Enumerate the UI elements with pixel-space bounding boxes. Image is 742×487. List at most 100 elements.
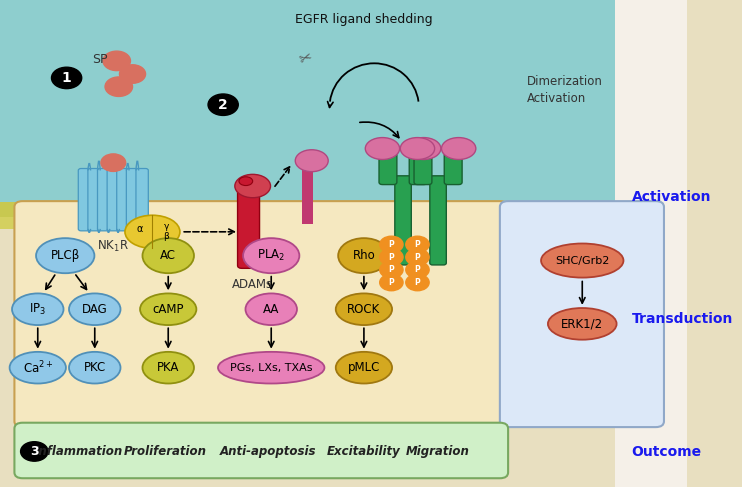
Text: Inflammation: Inflammation: [35, 445, 123, 458]
FancyBboxPatch shape: [395, 176, 411, 265]
Circle shape: [380, 249, 403, 265]
Text: NK$_1$R: NK$_1$R: [97, 239, 129, 254]
Text: IP$_3$: IP$_3$: [29, 301, 46, 317]
Text: PLA$_2$: PLA$_2$: [257, 248, 286, 263]
Text: EGFR ligand shedding: EGFR ligand shedding: [295, 13, 433, 26]
FancyBboxPatch shape: [14, 201, 508, 427]
FancyBboxPatch shape: [379, 153, 397, 185]
FancyBboxPatch shape: [88, 169, 100, 231]
Text: cAMP: cAMP: [152, 303, 184, 316]
Ellipse shape: [365, 138, 400, 160]
Text: AA: AA: [263, 303, 280, 316]
FancyBboxPatch shape: [614, 0, 686, 487]
Circle shape: [51, 67, 82, 89]
Text: 1: 1: [62, 71, 71, 85]
Circle shape: [21, 442, 48, 461]
Ellipse shape: [338, 238, 390, 273]
Circle shape: [119, 65, 145, 83]
FancyBboxPatch shape: [430, 176, 446, 265]
Text: P: P: [389, 278, 394, 287]
Text: P: P: [389, 253, 394, 262]
Circle shape: [380, 274, 403, 291]
Ellipse shape: [400, 138, 435, 160]
FancyBboxPatch shape: [0, 202, 614, 217]
Text: Outcome: Outcome: [631, 445, 702, 459]
Text: P: P: [415, 253, 421, 262]
FancyBboxPatch shape: [126, 169, 139, 231]
Ellipse shape: [441, 138, 476, 160]
Text: Migration: Migration: [406, 445, 470, 458]
Text: ADAMs: ADAMs: [232, 278, 273, 291]
Text: Excitability: Excitability: [327, 445, 401, 458]
FancyBboxPatch shape: [410, 153, 427, 185]
Ellipse shape: [336, 293, 392, 325]
Circle shape: [406, 274, 429, 291]
FancyBboxPatch shape: [237, 182, 260, 268]
Ellipse shape: [295, 150, 328, 171]
Ellipse shape: [246, 293, 297, 325]
FancyBboxPatch shape: [97, 169, 110, 231]
FancyBboxPatch shape: [14, 423, 508, 478]
Text: Ca$^{2+}$: Ca$^{2+}$: [22, 359, 53, 376]
Text: γ: γ: [163, 223, 169, 231]
FancyBboxPatch shape: [302, 151, 313, 224]
Ellipse shape: [239, 177, 253, 186]
Text: pMLC: pMLC: [348, 361, 380, 374]
Ellipse shape: [69, 352, 120, 384]
FancyBboxPatch shape: [136, 169, 148, 231]
FancyBboxPatch shape: [414, 153, 432, 185]
Ellipse shape: [125, 215, 180, 248]
Text: PLCβ: PLCβ: [50, 249, 80, 262]
Ellipse shape: [142, 238, 194, 273]
Text: PKC: PKC: [84, 361, 106, 374]
Text: ✂: ✂: [297, 49, 314, 68]
Text: P: P: [389, 265, 394, 274]
Ellipse shape: [407, 138, 441, 160]
Text: α: α: [137, 225, 143, 234]
FancyBboxPatch shape: [78, 169, 91, 231]
Ellipse shape: [36, 238, 94, 273]
Text: Activation: Activation: [631, 190, 711, 204]
Text: PKA: PKA: [157, 361, 180, 374]
Circle shape: [406, 236, 429, 253]
Circle shape: [103, 51, 131, 71]
Text: DAG: DAG: [82, 303, 108, 316]
Ellipse shape: [12, 293, 64, 325]
Text: Anti-apoptosis: Anti-apoptosis: [220, 445, 316, 458]
Ellipse shape: [142, 352, 194, 384]
Text: Transduction: Transduction: [631, 312, 733, 326]
Text: AC: AC: [160, 249, 176, 262]
Text: ROCK: ROCK: [347, 303, 381, 316]
Ellipse shape: [140, 293, 197, 325]
Circle shape: [406, 262, 429, 278]
Text: 2: 2: [218, 98, 228, 112]
Ellipse shape: [10, 352, 66, 384]
Ellipse shape: [541, 244, 623, 278]
Ellipse shape: [234, 174, 271, 198]
Text: ERK1/2: ERK1/2: [561, 318, 603, 330]
FancyBboxPatch shape: [116, 169, 129, 231]
Circle shape: [101, 154, 125, 171]
Circle shape: [406, 249, 429, 265]
FancyBboxPatch shape: [107, 169, 119, 231]
Ellipse shape: [548, 308, 617, 340]
Ellipse shape: [243, 238, 299, 273]
Text: PGs, LXs, TXAs: PGs, LXs, TXAs: [230, 363, 312, 373]
Text: β: β: [163, 232, 169, 241]
FancyBboxPatch shape: [500, 201, 664, 427]
Text: P: P: [389, 240, 394, 249]
Text: Dimerization
Activation: Dimerization Activation: [528, 75, 603, 105]
Text: P: P: [415, 278, 421, 287]
Circle shape: [380, 262, 403, 278]
FancyBboxPatch shape: [0, 217, 614, 229]
Text: Rho: Rho: [352, 249, 375, 262]
Circle shape: [105, 77, 133, 96]
Circle shape: [380, 236, 403, 253]
FancyBboxPatch shape: [0, 0, 614, 207]
Text: Proliferation: Proliferation: [123, 445, 206, 458]
Text: SHC/Grb2: SHC/Grb2: [555, 256, 609, 265]
Ellipse shape: [218, 352, 324, 384]
FancyBboxPatch shape: [0, 207, 614, 487]
Text: SP: SP: [92, 53, 108, 66]
Text: P: P: [415, 265, 421, 274]
